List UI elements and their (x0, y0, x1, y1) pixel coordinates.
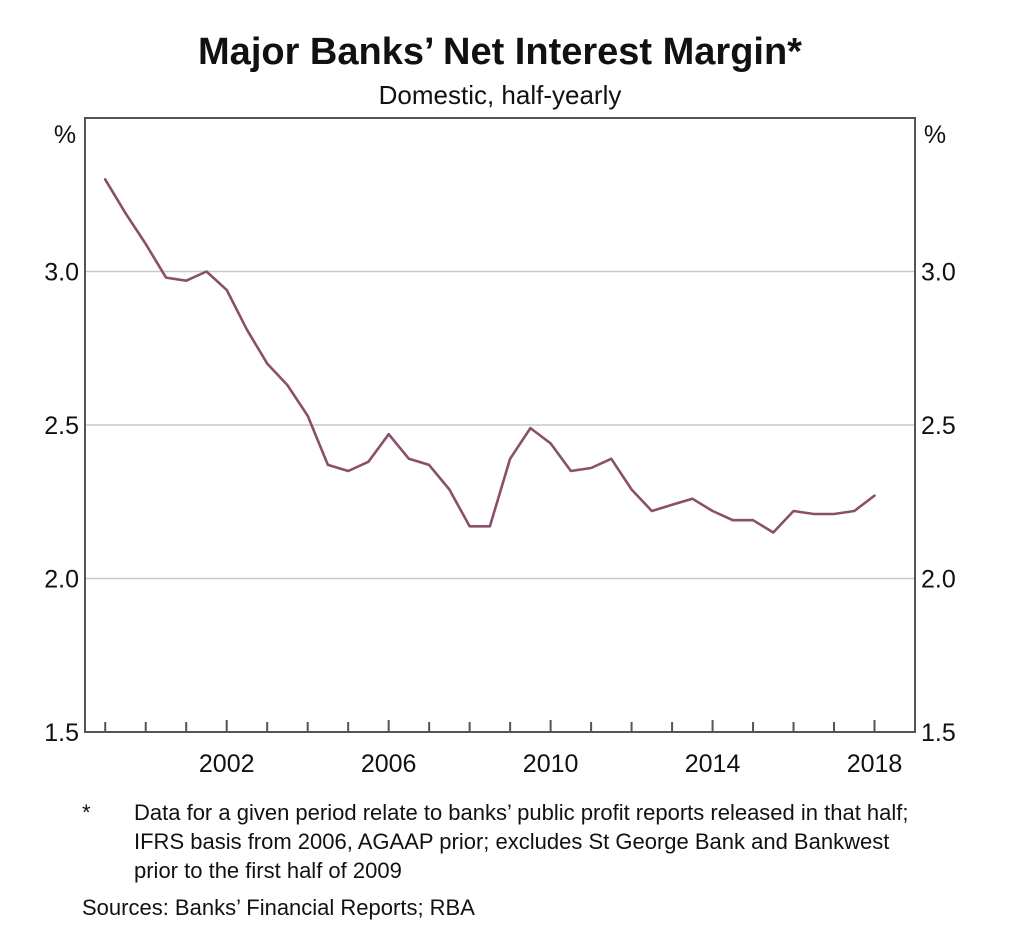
chart-subtitle: Domestic, half-yearly (379, 80, 622, 110)
y-tick-label-right: 2.0 (921, 566, 956, 594)
x-tick-label: 2010 (523, 750, 579, 778)
series-line-net-interest-margin (103, 178, 876, 534)
x-axis-labels: 2002 2006 2010 2014 2018 (199, 750, 902, 778)
series-layer (103, 178, 876, 534)
footnote-text: Data for a given period relate to banks’… (134, 800, 909, 883)
x-tick-label: 2006 (361, 750, 417, 778)
sources-note: Sources: Banks’ Financial Reports; RBA (82, 895, 475, 920)
x-tick-label: 2018 (847, 750, 903, 778)
x-tick-label: 2002 (199, 750, 255, 778)
plot-frame (84, 117, 916, 733)
y-tick-label-right: 1.5 (921, 719, 956, 747)
y-unit-label-left: % (54, 121, 76, 149)
y-axis-labels: 1.5 1.5 2.0 2.0 2.5 2.5 3.0 3.0 (44, 259, 956, 748)
y-tick-label-left: 2.5 (44, 412, 79, 440)
chart-title: Major Banks’ Net Interest Margin* (198, 31, 802, 73)
x-axis-ticks (104, 720, 916, 732)
y-tick-label-left: 3.0 (44, 259, 79, 287)
y-tick-label-left: 2.0 (44, 566, 79, 594)
y-unit-label-right: % (924, 121, 946, 149)
y-tick-label-left: 1.5 (44, 719, 79, 747)
gridlines (85, 270, 915, 580)
x-tick-label: 2014 (685, 750, 741, 778)
footnote-marker: * (82, 800, 91, 825)
y-tick-label-right: 3.0 (921, 259, 956, 287)
y-tick-label-right: 2.5 (921, 412, 956, 440)
chart: Major Banks’ Net Interest Margin* Domest… (44, 31, 956, 778)
